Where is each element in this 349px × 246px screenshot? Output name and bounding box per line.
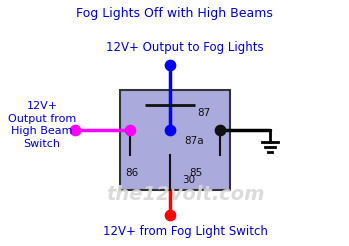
Point — [127, 128, 133, 132]
Text: 30: 30 — [182, 175, 195, 185]
Point — [167, 213, 173, 217]
Point — [167, 63, 173, 67]
Text: 12V+ Output to Fog Lights: 12V+ Output to Fog Lights — [106, 42, 264, 55]
Text: 87a: 87a — [184, 136, 203, 146]
Point — [72, 128, 78, 132]
Text: 12V+ from Fog Light Switch: 12V+ from Fog Light Switch — [103, 226, 267, 239]
Text: 85: 85 — [190, 168, 203, 178]
Bar — [120, 90, 230, 190]
Text: 12V+
Output from
High Beam
Switch: 12V+ Output from High Beam Switch — [8, 101, 76, 149]
Text: 87: 87 — [197, 108, 210, 118]
Text: 86: 86 — [125, 168, 139, 178]
Text: the12volt.com: the12volt.com — [106, 185, 264, 204]
Point — [217, 128, 223, 132]
Text: Fog Lights Off with High Beams: Fog Lights Off with High Beams — [76, 7, 273, 20]
Point — [167, 128, 173, 132]
